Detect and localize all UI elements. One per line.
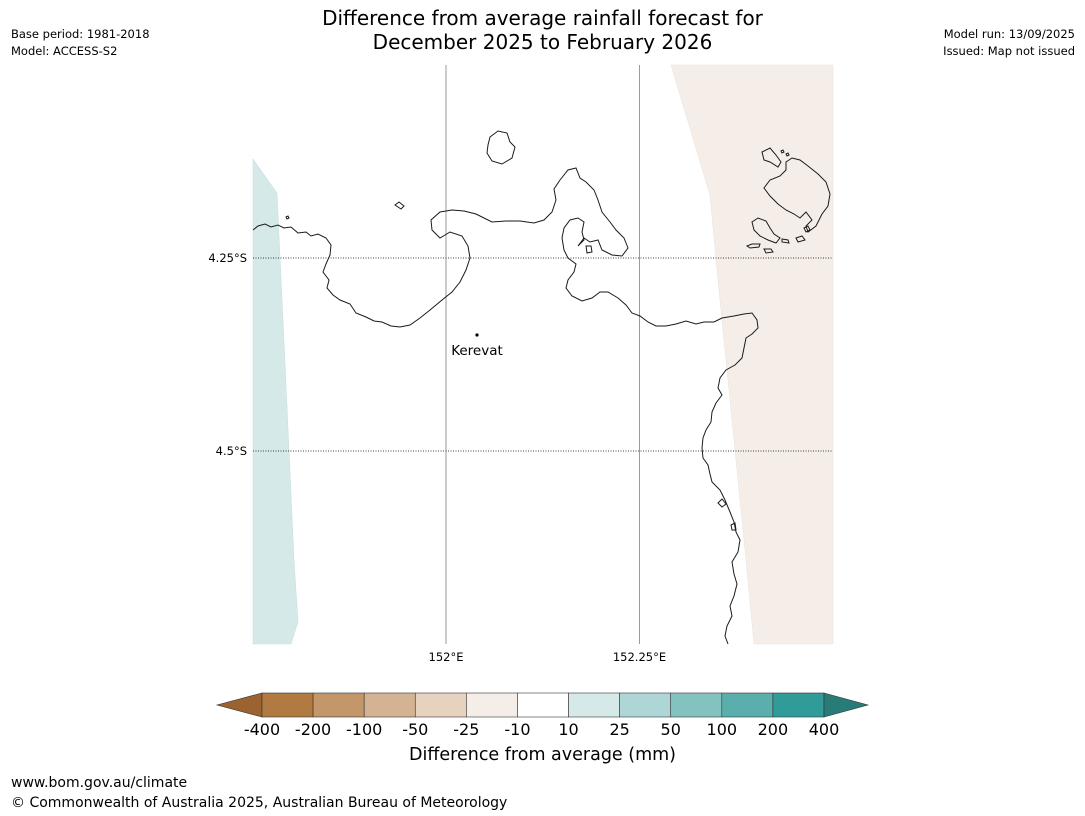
islet-south-2 (730, 522, 737, 531)
colorbar-segment (261, 692, 314, 718)
kerevat-marker (475, 333, 479, 337)
coastlines (252, 130, 831, 645)
colorbar: -400 -200 -100 -50 -25 -10 10 25 50 100 200 400 (215, 692, 870, 739)
footer-copyright: © Commonwealth of Australia 2025, Austra… (11, 795, 508, 811)
islet-west-1 (394, 201, 405, 210)
colorbar-extend-low (215, 692, 263, 718)
colorbar-segment (414, 692, 467, 718)
colorbar-segment (568, 692, 620, 718)
coastline-main (252, 167, 759, 645)
map-title: Difference from average rainfall forecas… (0, 6, 1085, 54)
colorbar-segment (670, 692, 723, 718)
colorbar-segment (363, 692, 416, 718)
header-meta-right: Model run: 13/09/2025 Issued: Map not is… (943, 26, 1075, 60)
colorbar-title: Difference from average (mm) (408, 745, 677, 765)
lon-label-152: 152°E (429, 650, 464, 664)
title-line-1: Difference from average rainfall forecas… (322, 6, 763, 30)
lat-label-4-25: 4.25°S (208, 251, 247, 265)
colorbar-extend-high (823, 692, 870, 718)
wet-anomaly-region (252, 158, 299, 645)
colorbar-tick-label: 50 (661, 720, 681, 739)
island-north-east (745, 147, 831, 254)
colorbar-tick-label: 25 (609, 720, 629, 739)
colorbar-segment (619, 692, 672, 718)
colorbar-tick-label: -400 (244, 720, 280, 739)
islet-south-1 (717, 498, 727, 508)
colorbar-tick-label: 10 (558, 720, 578, 739)
islet-small-1 (585, 245, 593, 254)
colorbar-tick-label: -200 (295, 720, 331, 739)
colorbar-segment (517, 692, 569, 718)
islet-west-2 (285, 215, 290, 220)
title-line-2: December 2025 to February 2026 (372, 30, 713, 54)
islet-east-1 (780, 149, 790, 157)
colorbar-segment (466, 692, 518, 718)
base-period-text: Base period: 1981-2018 (11, 27, 150, 41)
island-north-center (486, 130, 516, 165)
colorbar-tick-label: -100 (346, 720, 382, 739)
lon-label-152-25: 152.25°E (613, 650, 666, 664)
dry-anomaly-region (670, 64, 834, 645)
header-meta-left: Base period: 1981-2018 Model: ACCESS-S2 (11, 26, 150, 60)
issued-text: Issued: Map not issued (943, 44, 1075, 58)
colorbar-segment (772, 692, 825, 718)
lat-label-4-5: 4.5°S (216, 444, 247, 458)
colorbar-tick-label: 400 (809, 720, 840, 739)
model-text: Model: ACCESS-S2 (11, 44, 118, 58)
colorbar-tick-label: 200 (758, 720, 789, 739)
kerevat-label: Kerevat (451, 343, 503, 359)
colorbar-segment (312, 692, 365, 718)
model-run-text: Model run: 13/09/2025 (943, 27, 1075, 41)
colorbar-segment (721, 692, 774, 718)
colorbar-tick-label: -25 (453, 720, 479, 739)
colorbar-tick-label: -10 (504, 720, 530, 739)
colorbar-tick-label: 100 (707, 720, 738, 739)
colorbar-tick-label: -50 (402, 720, 428, 739)
footer-url[interactable]: www.bom.gov.au/climate (11, 775, 188, 791)
